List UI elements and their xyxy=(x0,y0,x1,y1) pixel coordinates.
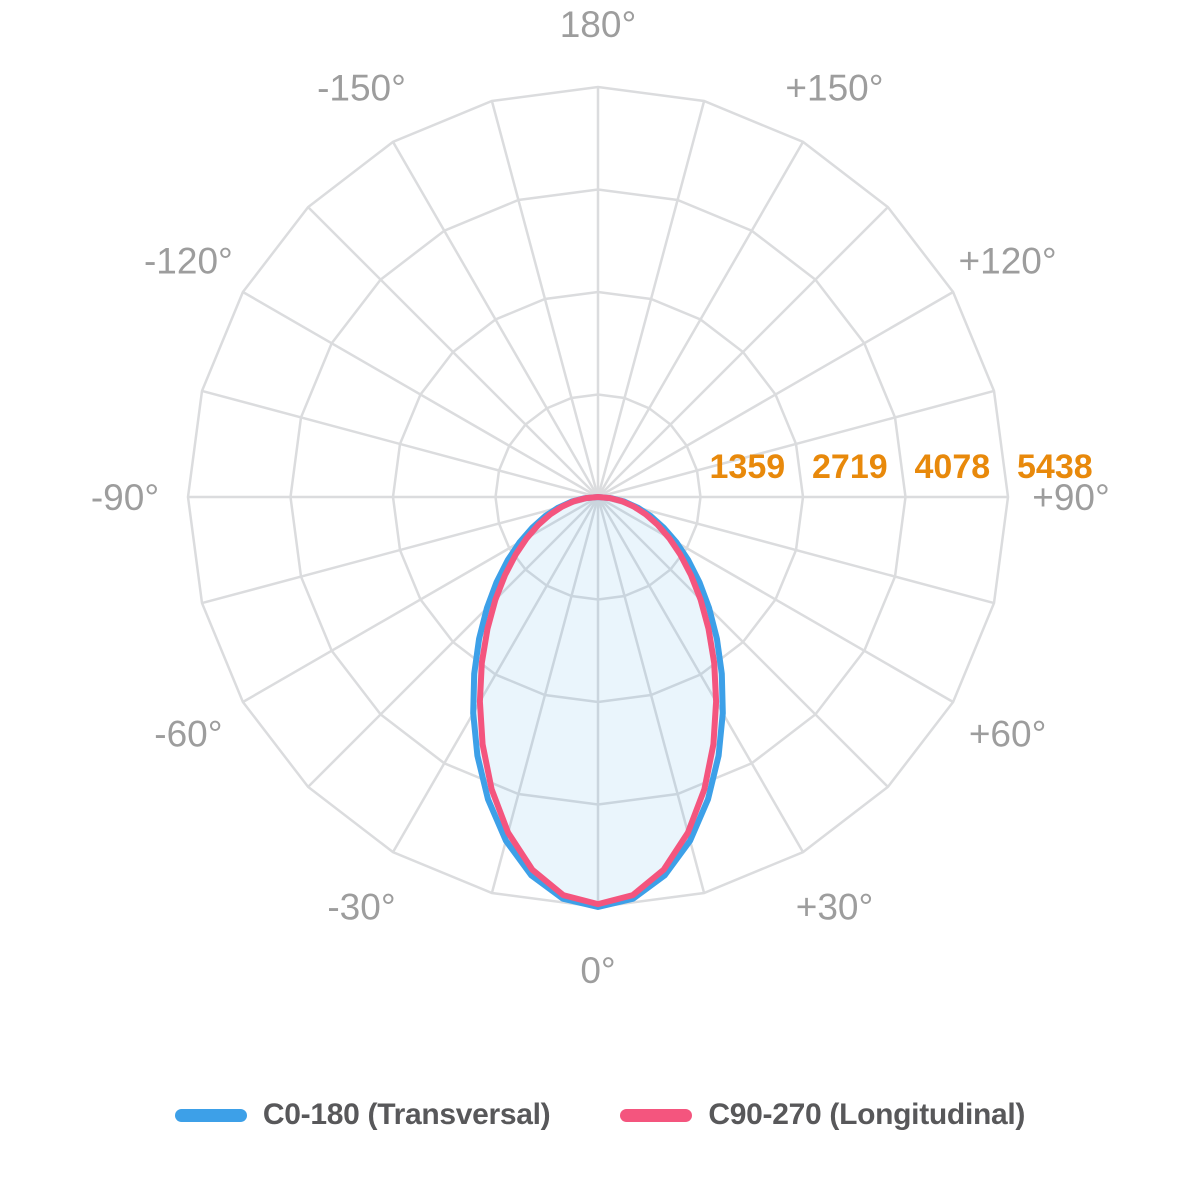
legend-label-c90-270: C90-270 (Longitudinal) xyxy=(708,1098,1026,1131)
angle-label-p60: +60° xyxy=(969,713,1047,754)
radial-tick-label: 4078 xyxy=(915,448,991,486)
grid-rings xyxy=(186,85,1010,909)
angle-label--90: -90° xyxy=(91,477,159,518)
radial-tick-label: 1359 xyxy=(710,448,786,486)
legend-swatch-c90-270-icon xyxy=(620,1108,693,1122)
angle-label--120: -120° xyxy=(144,240,233,281)
angle-label--150: -150° xyxy=(317,67,406,108)
angle-label-0: 0° xyxy=(580,950,615,991)
grid-ring xyxy=(289,188,907,806)
grid-ring xyxy=(391,290,805,704)
radial-tick-labels: 1359 2719 4078 5438 xyxy=(710,448,1093,486)
angle-label-p120: +120° xyxy=(959,240,1057,281)
legend-item-c0-180[interactable]: C0-180 (Transversal) xyxy=(174,1098,551,1132)
grid-ring xyxy=(186,85,1010,909)
angle-labels: 0° +30° +60° +90° +120° +150° 180° -150° -120° -9… xyxy=(91,4,1110,991)
series-curve-c90-270 xyxy=(476,494,720,908)
angle-label-180: 180° xyxy=(560,4,637,45)
radial-tick-label: 2719 xyxy=(812,448,888,486)
angle-label-p90: +90° xyxy=(1032,477,1110,518)
series-curves xyxy=(470,494,726,910)
angle-label-p150: +150° xyxy=(785,67,883,108)
radial-tick-label: 5438 xyxy=(1017,448,1093,486)
legend: C0-180 (Transversal) C90-270 (Longitudin… xyxy=(0,1098,1200,1132)
grid-ring xyxy=(494,393,702,601)
angle-label-p30: +30° xyxy=(796,887,874,928)
angle-label--30: -30° xyxy=(327,887,395,928)
legend-item-c90-270[interactable]: C90-270 (Longitudinal) xyxy=(620,1098,1025,1132)
angle-label--60: -60° xyxy=(154,713,222,754)
legend-label-c0-180: C0-180 (Transversal) xyxy=(262,1098,551,1131)
legend-swatch-c0-180-icon xyxy=(174,1108,247,1122)
